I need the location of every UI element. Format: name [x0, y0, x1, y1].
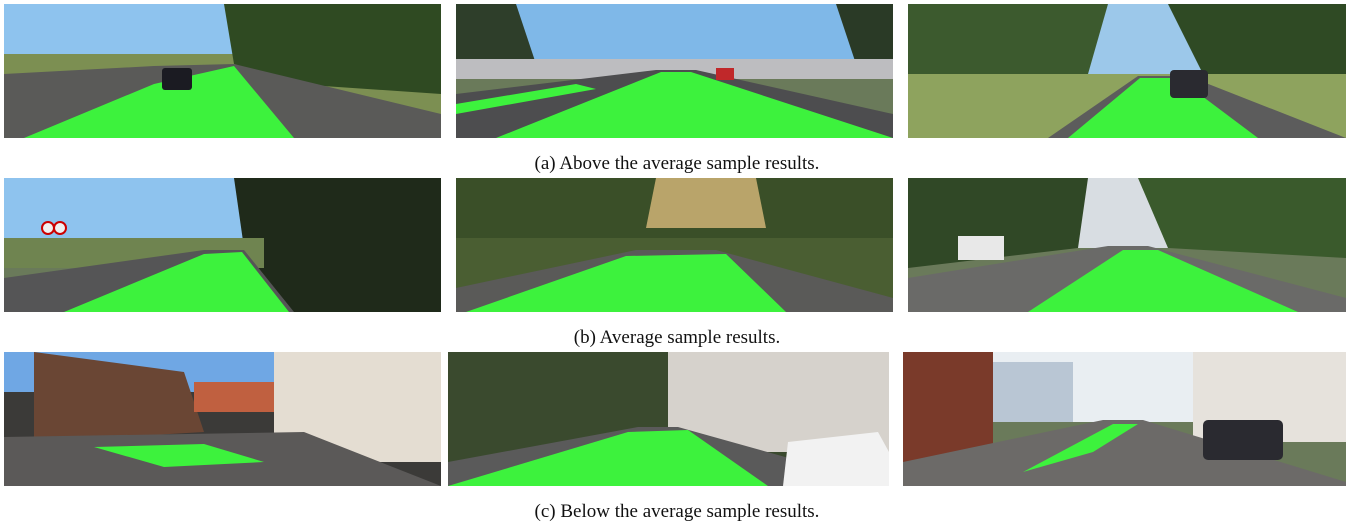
road-scene-b2	[456, 178, 893, 312]
caption-c: (c) Below the average sample results.	[534, 501, 820, 522]
sample-image-b1	[4, 178, 441, 312]
sample-image-a1	[4, 4, 441, 138]
road-scene-a2	[456, 4, 893, 138]
caption-b: (b) Average sample results.	[573, 327, 781, 348]
road-scene-b1	[4, 178, 441, 312]
road-scene-a3	[908, 4, 1346, 138]
sample-image-c1	[4, 352, 441, 486]
figure-row-b	[0, 178, 1354, 312]
figure-row-c	[0, 352, 1354, 486]
sample-image-b3	[908, 178, 1346, 312]
figure-row-a	[0, 4, 1354, 138]
road-scene-c2	[448, 352, 889, 486]
road-scene-c3	[903, 352, 1346, 486]
sample-image-a2	[456, 4, 893, 138]
road-scene-a1	[4, 4, 441, 138]
caption-a: (a) Above the average sample results.	[534, 153, 820, 174]
sample-image-a3	[908, 4, 1346, 138]
road-scene-b3	[908, 178, 1346, 312]
road-scene-c1	[4, 352, 441, 486]
sample-image-c3	[903, 352, 1346, 486]
sample-image-b2	[456, 178, 893, 312]
sample-image-c2	[448, 352, 889, 486]
